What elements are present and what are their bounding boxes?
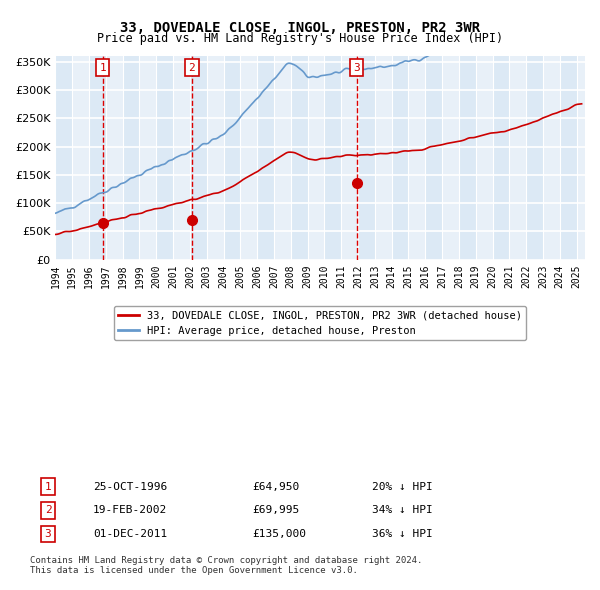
- Bar: [72, 56, 89, 260]
- Bar: [509, 56, 526, 260]
- Bar: [560, 56, 577, 260]
- Text: 1: 1: [99, 63, 106, 73]
- Bar: [375, 56, 392, 260]
- Text: £64,950: £64,950: [252, 482, 299, 491]
- Text: 2: 2: [44, 506, 52, 515]
- Bar: [358, 56, 375, 260]
- Bar: [392, 56, 409, 260]
- Bar: [173, 56, 190, 260]
- Bar: [543, 56, 560, 260]
- Bar: [206, 56, 224, 260]
- Bar: [325, 56, 341, 260]
- Text: Price paid vs. HM Land Registry's House Price Index (HPI): Price paid vs. HM Land Registry's House …: [97, 32, 503, 45]
- Bar: [577, 56, 593, 260]
- Bar: [291, 56, 308, 260]
- Legend: 33, DOVEDALE CLOSE, INGOL, PRESTON, PR2 3WR (detached house), HPI: Average price: 33, DOVEDALE CLOSE, INGOL, PRESTON, PR2 …: [114, 306, 526, 340]
- Text: £135,000: £135,000: [252, 529, 306, 539]
- Bar: [55, 56, 64, 260]
- Bar: [442, 56, 459, 260]
- Text: Contains HM Land Registry data © Crown copyright and database right 2024.
This d: Contains HM Land Registry data © Crown c…: [30, 556, 422, 575]
- Text: 2: 2: [188, 63, 195, 73]
- Bar: [139, 56, 156, 260]
- Text: 36% ↓ HPI: 36% ↓ HPI: [372, 529, 433, 539]
- Bar: [224, 56, 241, 260]
- Bar: [526, 56, 543, 260]
- Bar: [459, 56, 476, 260]
- Text: 34% ↓ HPI: 34% ↓ HPI: [372, 506, 433, 515]
- Text: 20% ↓ HPI: 20% ↓ HPI: [372, 482, 433, 491]
- Text: £69,995: £69,995: [252, 506, 299, 515]
- Text: 1: 1: [44, 482, 52, 491]
- Text: 19-FEB-2002: 19-FEB-2002: [93, 506, 167, 515]
- Bar: [106, 56, 122, 260]
- Bar: [476, 56, 493, 260]
- Bar: [190, 56, 206, 260]
- Bar: [257, 56, 274, 260]
- Text: 33, DOVEDALE CLOSE, INGOL, PRESTON, PR2 3WR: 33, DOVEDALE CLOSE, INGOL, PRESTON, PR2 …: [120, 21, 480, 35]
- Bar: [241, 56, 257, 260]
- Text: 01-DEC-2011: 01-DEC-2011: [93, 529, 167, 539]
- Text: 3: 3: [353, 63, 360, 73]
- Bar: [156, 56, 173, 260]
- Text: 3: 3: [44, 529, 52, 539]
- Bar: [341, 56, 358, 260]
- Bar: [308, 56, 325, 260]
- Bar: [274, 56, 291, 260]
- Text: 25-OCT-1996: 25-OCT-1996: [93, 482, 167, 491]
- Bar: [577, 56, 585, 260]
- Bar: [409, 56, 425, 260]
- Bar: [122, 56, 139, 260]
- Bar: [89, 56, 106, 260]
- Bar: [493, 56, 509, 260]
- Bar: [55, 56, 72, 260]
- Bar: [425, 56, 442, 260]
